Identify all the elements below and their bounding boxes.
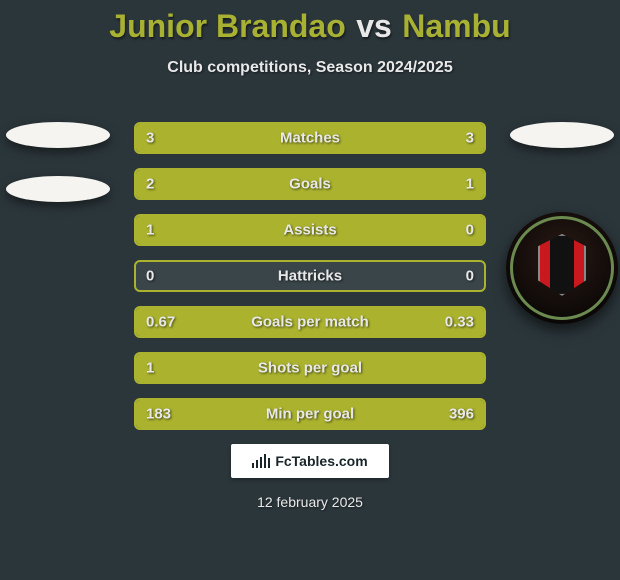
stat-row: 0 Hattricks 0 bbox=[134, 260, 486, 292]
avatar-left-column bbox=[8, 122, 108, 202]
stat-bar-left bbox=[136, 170, 366, 198]
avatar-placeholder bbox=[6, 122, 110, 148]
bar-chart-icon bbox=[252, 454, 270, 468]
stat-value-right: 0 bbox=[466, 268, 474, 285]
page-title: Junior Brandao vs Nambu bbox=[0, 0, 620, 45]
stat-label: Assists bbox=[283, 222, 336, 239]
date-line: 12 february 2025 bbox=[257, 494, 363, 510]
avatar-placeholder bbox=[510, 122, 614, 148]
stat-row: 2 Goals 1 bbox=[134, 168, 486, 200]
club-badge-icon bbox=[506, 212, 618, 324]
stat-label: Shots per goal bbox=[258, 360, 362, 377]
stat-value-left: 1 bbox=[146, 222, 154, 239]
stat-row: 3 Matches 3 bbox=[134, 122, 486, 154]
vs-label: vs bbox=[350, 8, 398, 44]
stat-row: 183 Min per goal 396 bbox=[134, 398, 486, 430]
subtitle: Club competitions, Season 2024/2025 bbox=[0, 59, 620, 77]
stat-value-right: 0 bbox=[466, 222, 474, 239]
stat-value-right: 1 bbox=[466, 176, 474, 193]
stat-value-left: 183 bbox=[146, 406, 171, 423]
stat-value-left: 0 bbox=[146, 268, 154, 285]
stat-row: 1 Shots per goal bbox=[134, 352, 486, 384]
stat-label: Goals bbox=[289, 176, 331, 193]
avatar-right-column bbox=[512, 122, 612, 324]
brand-box: FcTables.com bbox=[231, 444, 389, 478]
stat-value-left: 1 bbox=[146, 360, 154, 377]
stat-label: Matches bbox=[280, 130, 340, 147]
stat-value-right: 0.33 bbox=[445, 314, 474, 331]
stat-row: 0.67 Goals per match 0.33 bbox=[134, 306, 486, 338]
stat-value-left: 2 bbox=[146, 176, 154, 193]
stat-row: 1 Assists 0 bbox=[134, 214, 486, 246]
stat-value-left: 3 bbox=[146, 130, 154, 147]
stat-label: Min per goal bbox=[266, 406, 354, 423]
stat-value-right: 396 bbox=[449, 406, 474, 423]
brand-text: FcTables.com bbox=[275, 453, 367, 469]
avatar-placeholder bbox=[6, 176, 110, 202]
stat-label: Hattricks bbox=[278, 268, 342, 285]
stats-comparison: 3 Matches 3 2 Goals 1 1 Assists 0 0 Hattricks 0 0.67… bbox=[134, 122, 486, 430]
player-b-name: Nambu bbox=[402, 8, 510, 44]
stat-value-right: 3 bbox=[466, 130, 474, 147]
stat-label: Goals per match bbox=[251, 314, 369, 331]
player-a-name: Junior Brandao bbox=[109, 8, 345, 44]
stat-value-left: 0.67 bbox=[146, 314, 175, 331]
